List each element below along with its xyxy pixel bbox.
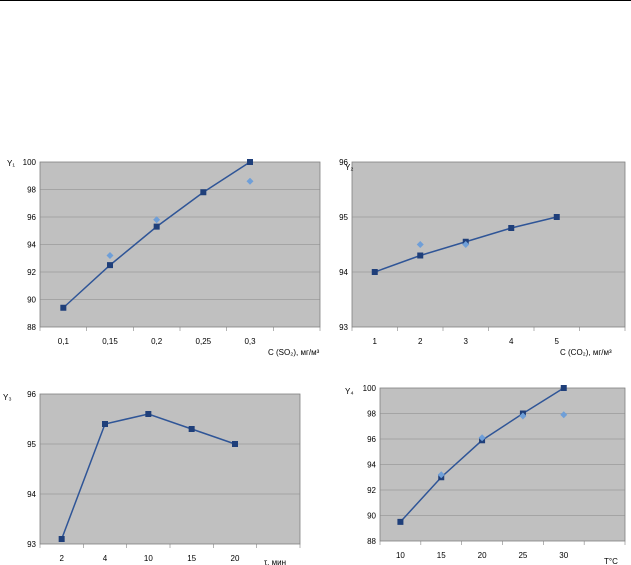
chart2-ytick-label: 93 [339, 323, 348, 332]
chart2-ytick-label: 96 [339, 158, 348, 167]
chart3-xtick-label: 4 [103, 554, 108, 563]
chart3-series1-point [145, 411, 152, 417]
chart3-xtick-label: 2 [59, 554, 64, 563]
chart2-x-axis-title: C (CO₂), мг/м³ [560, 348, 612, 357]
chart2-series1-point [508, 225, 515, 231]
chart3-ytick-label: 94 [27, 490, 36, 499]
chart1-series2-point [106, 252, 114, 259]
chart2-ytick-label: 95 [339, 213, 348, 222]
chart1-series1-point [200, 189, 207, 196]
chart2-series2-point [416, 241, 424, 248]
chart3-series1-point [232, 441, 238, 447]
chart1-x-axis-title: C (SO₂), мг/м³ [268, 348, 320, 357]
chart3-ytick-label: 93 [27, 540, 36, 549]
chart4-ytick-label: 92 [367, 486, 376, 495]
chart4-ytick-label: 98 [367, 410, 376, 419]
chart2-xtick-label: 2 [418, 337, 423, 346]
chart1-xtick-label: 0,15 [102, 337, 118, 346]
chart4-y-axis-title: Y₄ [345, 387, 354, 396]
chart1-series1-point [153, 223, 160, 230]
chart2-y-axis-title: Y₂ [345, 163, 353, 172]
chart3-xtick-label: 15 [187, 554, 196, 563]
chart2-xtick-label: 4 [509, 337, 514, 346]
chart2-series1-point [417, 252, 424, 259]
chart1-series2-point [153, 216, 161, 224]
chart3-plot-area [39, 393, 301, 545]
chart4-xtick-label: 30 [559, 551, 568, 560]
chart1-y-axis-title: Y₁ [7, 159, 15, 168]
chart4-series2-point [560, 411, 568, 419]
chart3-xtick-label: 20 [231, 554, 240, 563]
chart1-series1-point [60, 304, 67, 311]
chart1-ytick-label: 88 [27, 323, 36, 332]
chart1-ytick-label: 92 [27, 268, 36, 277]
chart4-ytick-label: 88 [367, 537, 376, 546]
chart4-xtick-label: 20 [478, 551, 487, 560]
chart1-series1-point [247, 159, 253, 165]
chart4-xtick-label: 10 [396, 551, 405, 560]
chart1-ytick-label: 94 [27, 241, 36, 250]
chart2-xtick-label: 3 [464, 337, 469, 346]
chart4-ytick-label: 100 [363, 384, 377, 393]
chart4-ytick-label: 96 [367, 435, 376, 444]
chart3-x-axis-title: τ, мин [264, 558, 286, 565]
chart3-ytick-label: 96 [27, 390, 36, 399]
chart3-series1-point [58, 536, 65, 542]
chart2-series1-point [371, 269, 378, 275]
chart4-series1-point [397, 518, 404, 525]
chart1-ytick-label: 100 [23, 158, 37, 167]
chart1-ytick-label: 96 [27, 213, 36, 222]
chart4-ytick-label: 94 [367, 461, 376, 470]
chart4-series2-point [478, 434, 486, 442]
chart4-series1-point [560, 385, 567, 391]
chart2-xtick-label: 1 [373, 337, 378, 346]
chart4-xtick-label: 25 [518, 551, 527, 560]
chart4-series2-point [437, 471, 445, 479]
chart3-series1-point [102, 421, 108, 427]
chart1-xtick-label: 0,25 [196, 337, 212, 346]
chart1-xtick-label: 0,3 [244, 337, 256, 346]
chart4-xtick-label: 15 [437, 551, 446, 560]
chart3-xtick-label: 10 [144, 554, 153, 563]
chart1-series2-point [246, 177, 254, 185]
chart2-ytick-label: 94 [339, 268, 348, 277]
chart2-plot-area [351, 161, 626, 328]
chart2-series1-point [553, 214, 560, 220]
page-top-rule [0, 0, 631, 1]
chart1-ytick-label: 98 [27, 186, 36, 195]
chart4-x-axis-title: T°C [604, 557, 618, 565]
chart1-xtick-label: 0,2 [151, 337, 163, 346]
chart2-xtick-label: 5 [555, 337, 560, 346]
chart2-series2-point [462, 241, 470, 248]
chart3-ytick-label: 95 [27, 440, 36, 449]
chart4-series2-point [519, 412, 527, 420]
chart3-y-axis-title: Y₃ [3, 393, 12, 402]
chart4-ytick-label: 90 [367, 512, 376, 521]
chart1-xtick-label: 0,1 [58, 337, 70, 346]
chart1-series1-point [107, 262, 113, 269]
chart1-ytick-label: 90 [27, 296, 36, 305]
chart3-series1-point [188, 426, 195, 432]
